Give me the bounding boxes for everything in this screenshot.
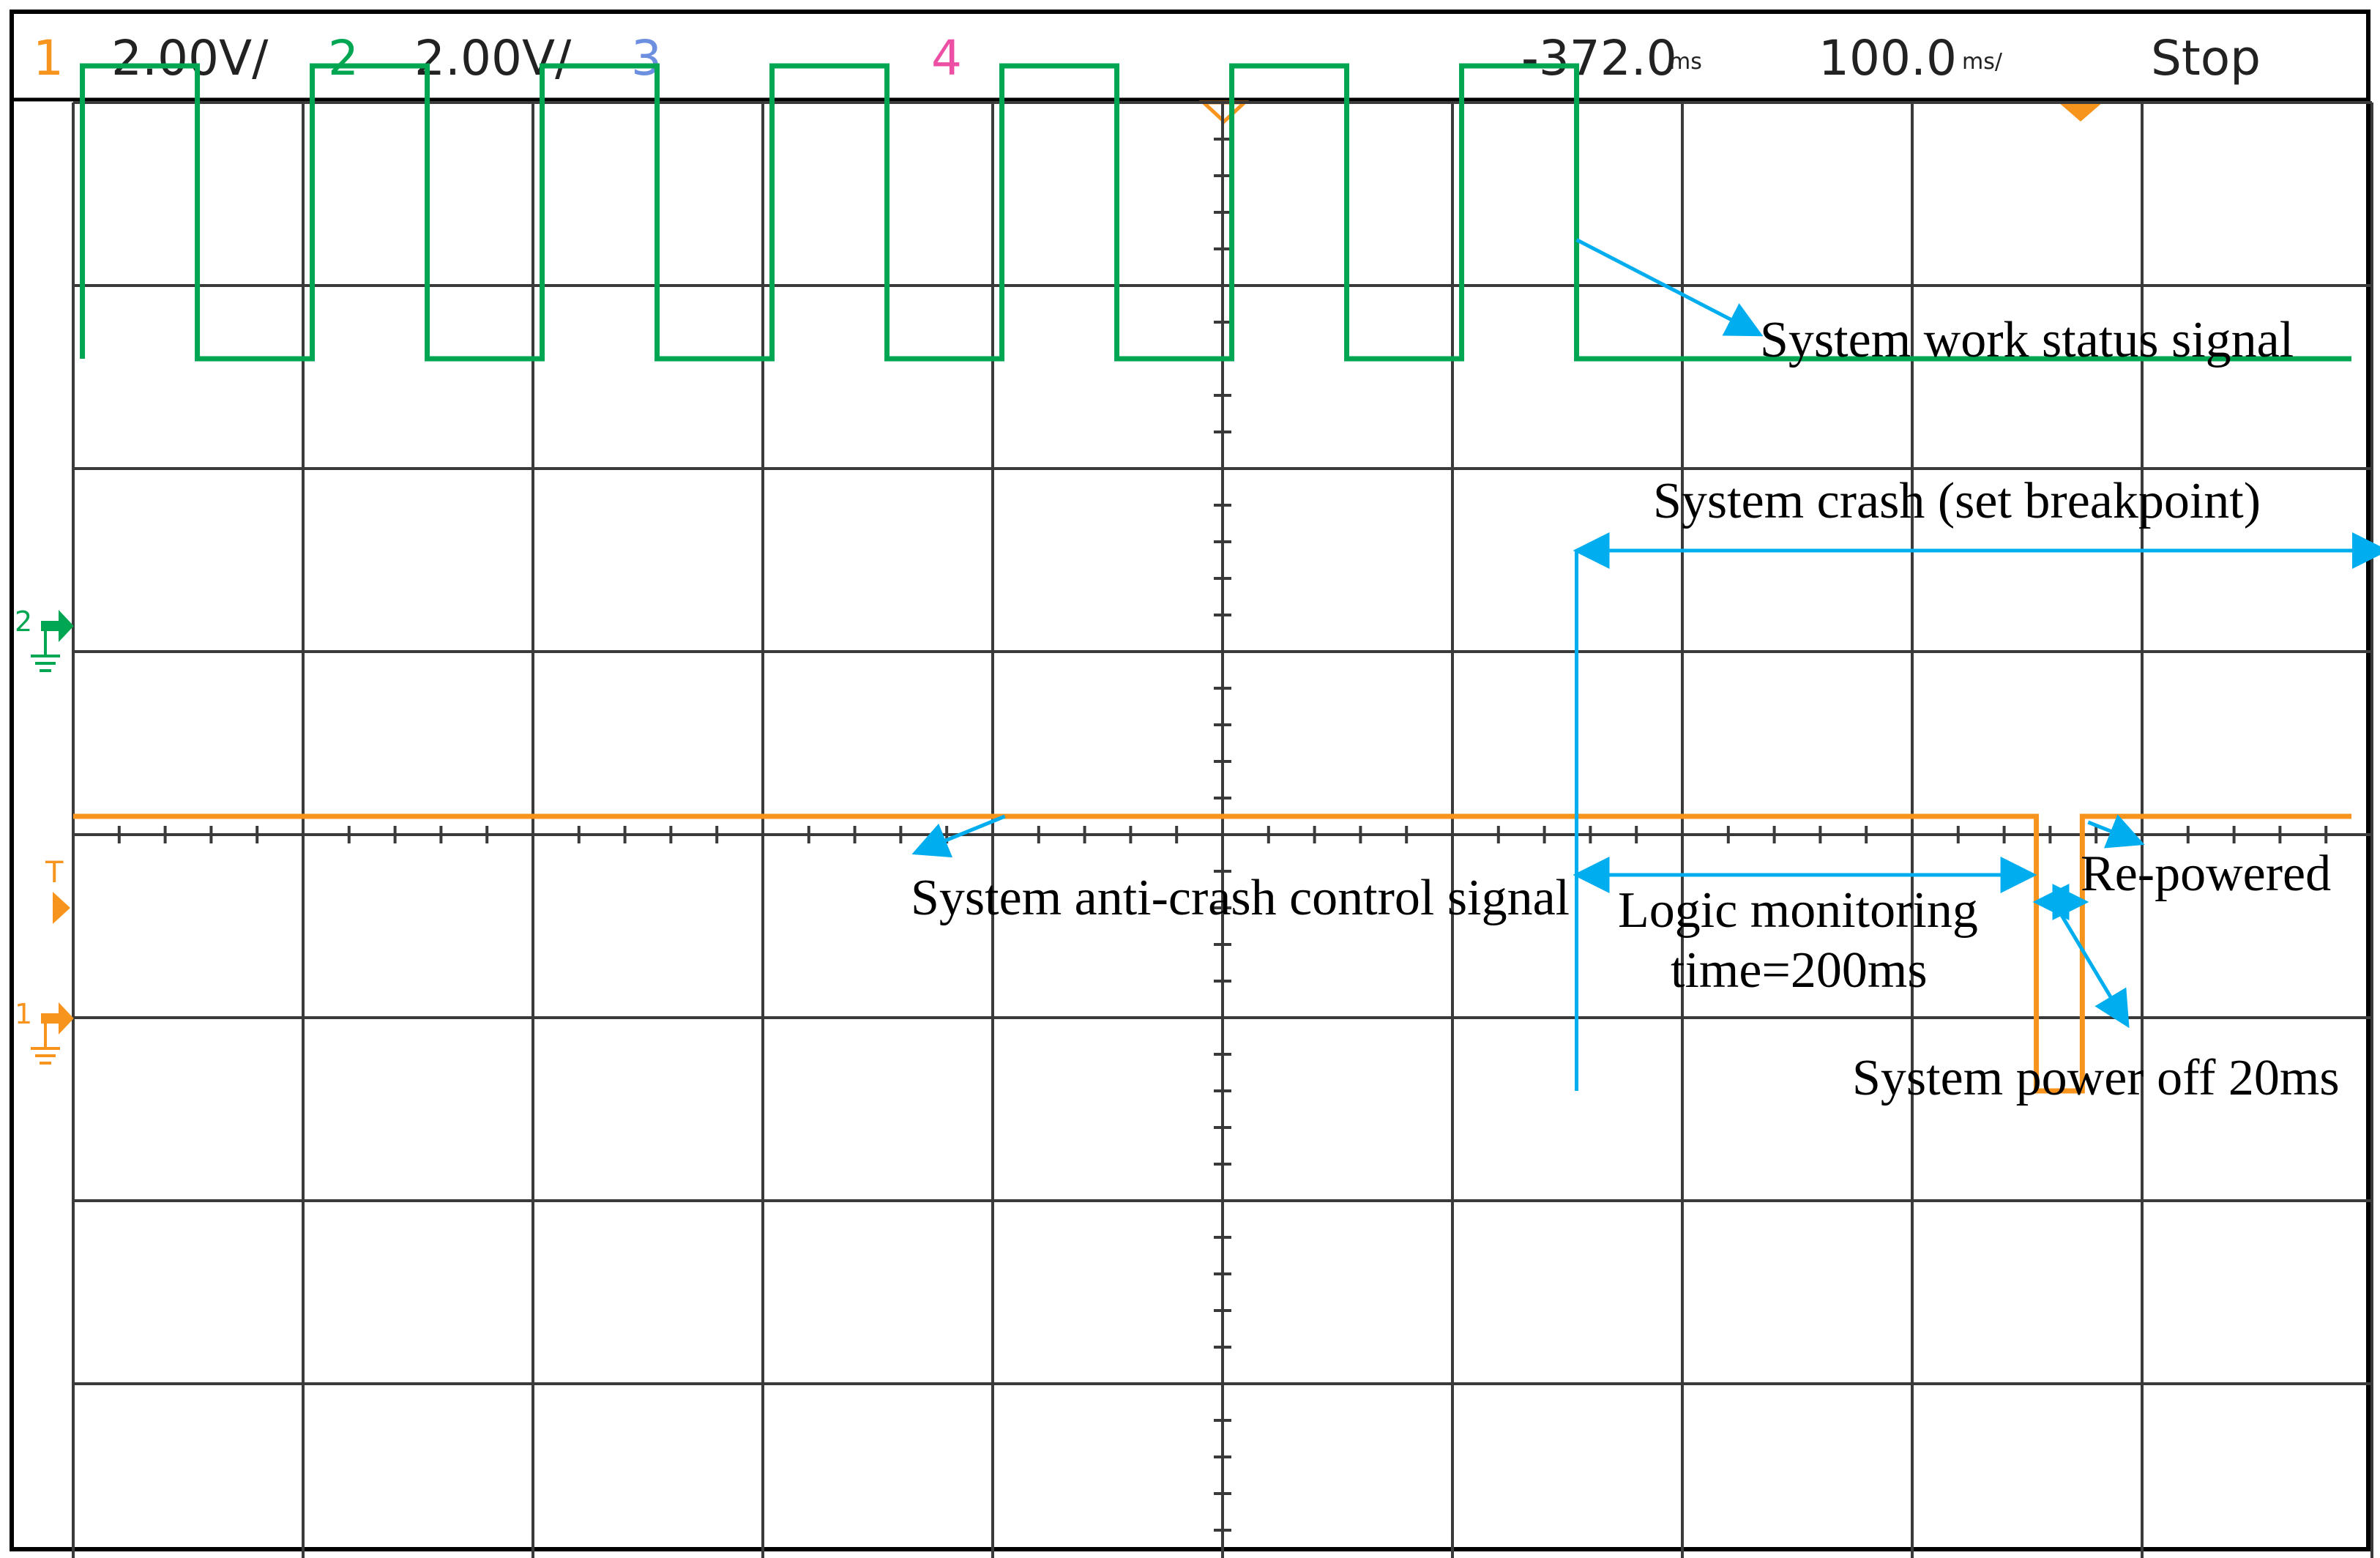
time-offset-unit: ms (1669, 49, 1702, 75)
annotation-arrows (911, 238, 2380, 1091)
ch1-ground-marker: 1 (15, 998, 74, 1065)
anti-crash-label: System anti-crash control signal (911, 870, 1570, 926)
graticule (72, 101, 2373, 1558)
ch2-number[interactable]: 2 (328, 30, 359, 86)
ch1-number[interactable]: 1 (33, 30, 64, 86)
ch1-scale: 2.00V/ (111, 30, 269, 86)
trigger-reference-marker-icon (2059, 102, 2103, 122)
crash-label: System crash (set breakpoint) (1653, 473, 2261, 529)
logic-time-label: time=200ms (1671, 942, 1928, 999)
trigger-level-icon (53, 892, 70, 924)
ch1-ground-label: 1 (15, 998, 32, 1030)
logic-monitoring-label: Logic monitoring (1618, 882, 1978, 939)
ch2-ground-label: 2 (15, 605, 32, 638)
time-offset: -372.0 (1521, 30, 1677, 86)
ch2-scale: 2.00V/ (414, 30, 572, 86)
power-off-arrow (2055, 906, 2130, 1029)
trigger-level-marker: T (45, 856, 70, 924)
ch2-ground-icon (31, 609, 74, 672)
run-state[interactable]: Stop (2151, 30, 2261, 86)
repowered-arrow (2087, 814, 2145, 849)
work-status-label: System work status signal (1760, 312, 2294, 368)
ch1-ground-icon (31, 1002, 74, 1065)
work-status-arrow (1575, 238, 1764, 337)
anti-crash-arrow (911, 814, 1006, 858)
repowered-label: Re-powered (2081, 846, 2331, 902)
timebase-unit: ms/ (1962, 49, 2003, 75)
screen-frame (10, 10, 2370, 1551)
ch4-number[interactable]: 4 (931, 30, 962, 86)
trigger-level-label: T (45, 856, 64, 890)
timebase: 100.0 (1818, 30, 1957, 86)
annotation-labels: System work status signal System crash (… (911, 312, 2340, 1106)
status-header: 1 2.00V/ 2 2.00V/ 3 4 -372.0 ms 100.0 ms… (33, 30, 2261, 86)
ch2-ground-marker: 2 (15, 605, 74, 672)
power-off-label: System power off 20ms (1852, 1050, 2340, 1106)
ch2-waveform (80, 63, 2351, 362)
